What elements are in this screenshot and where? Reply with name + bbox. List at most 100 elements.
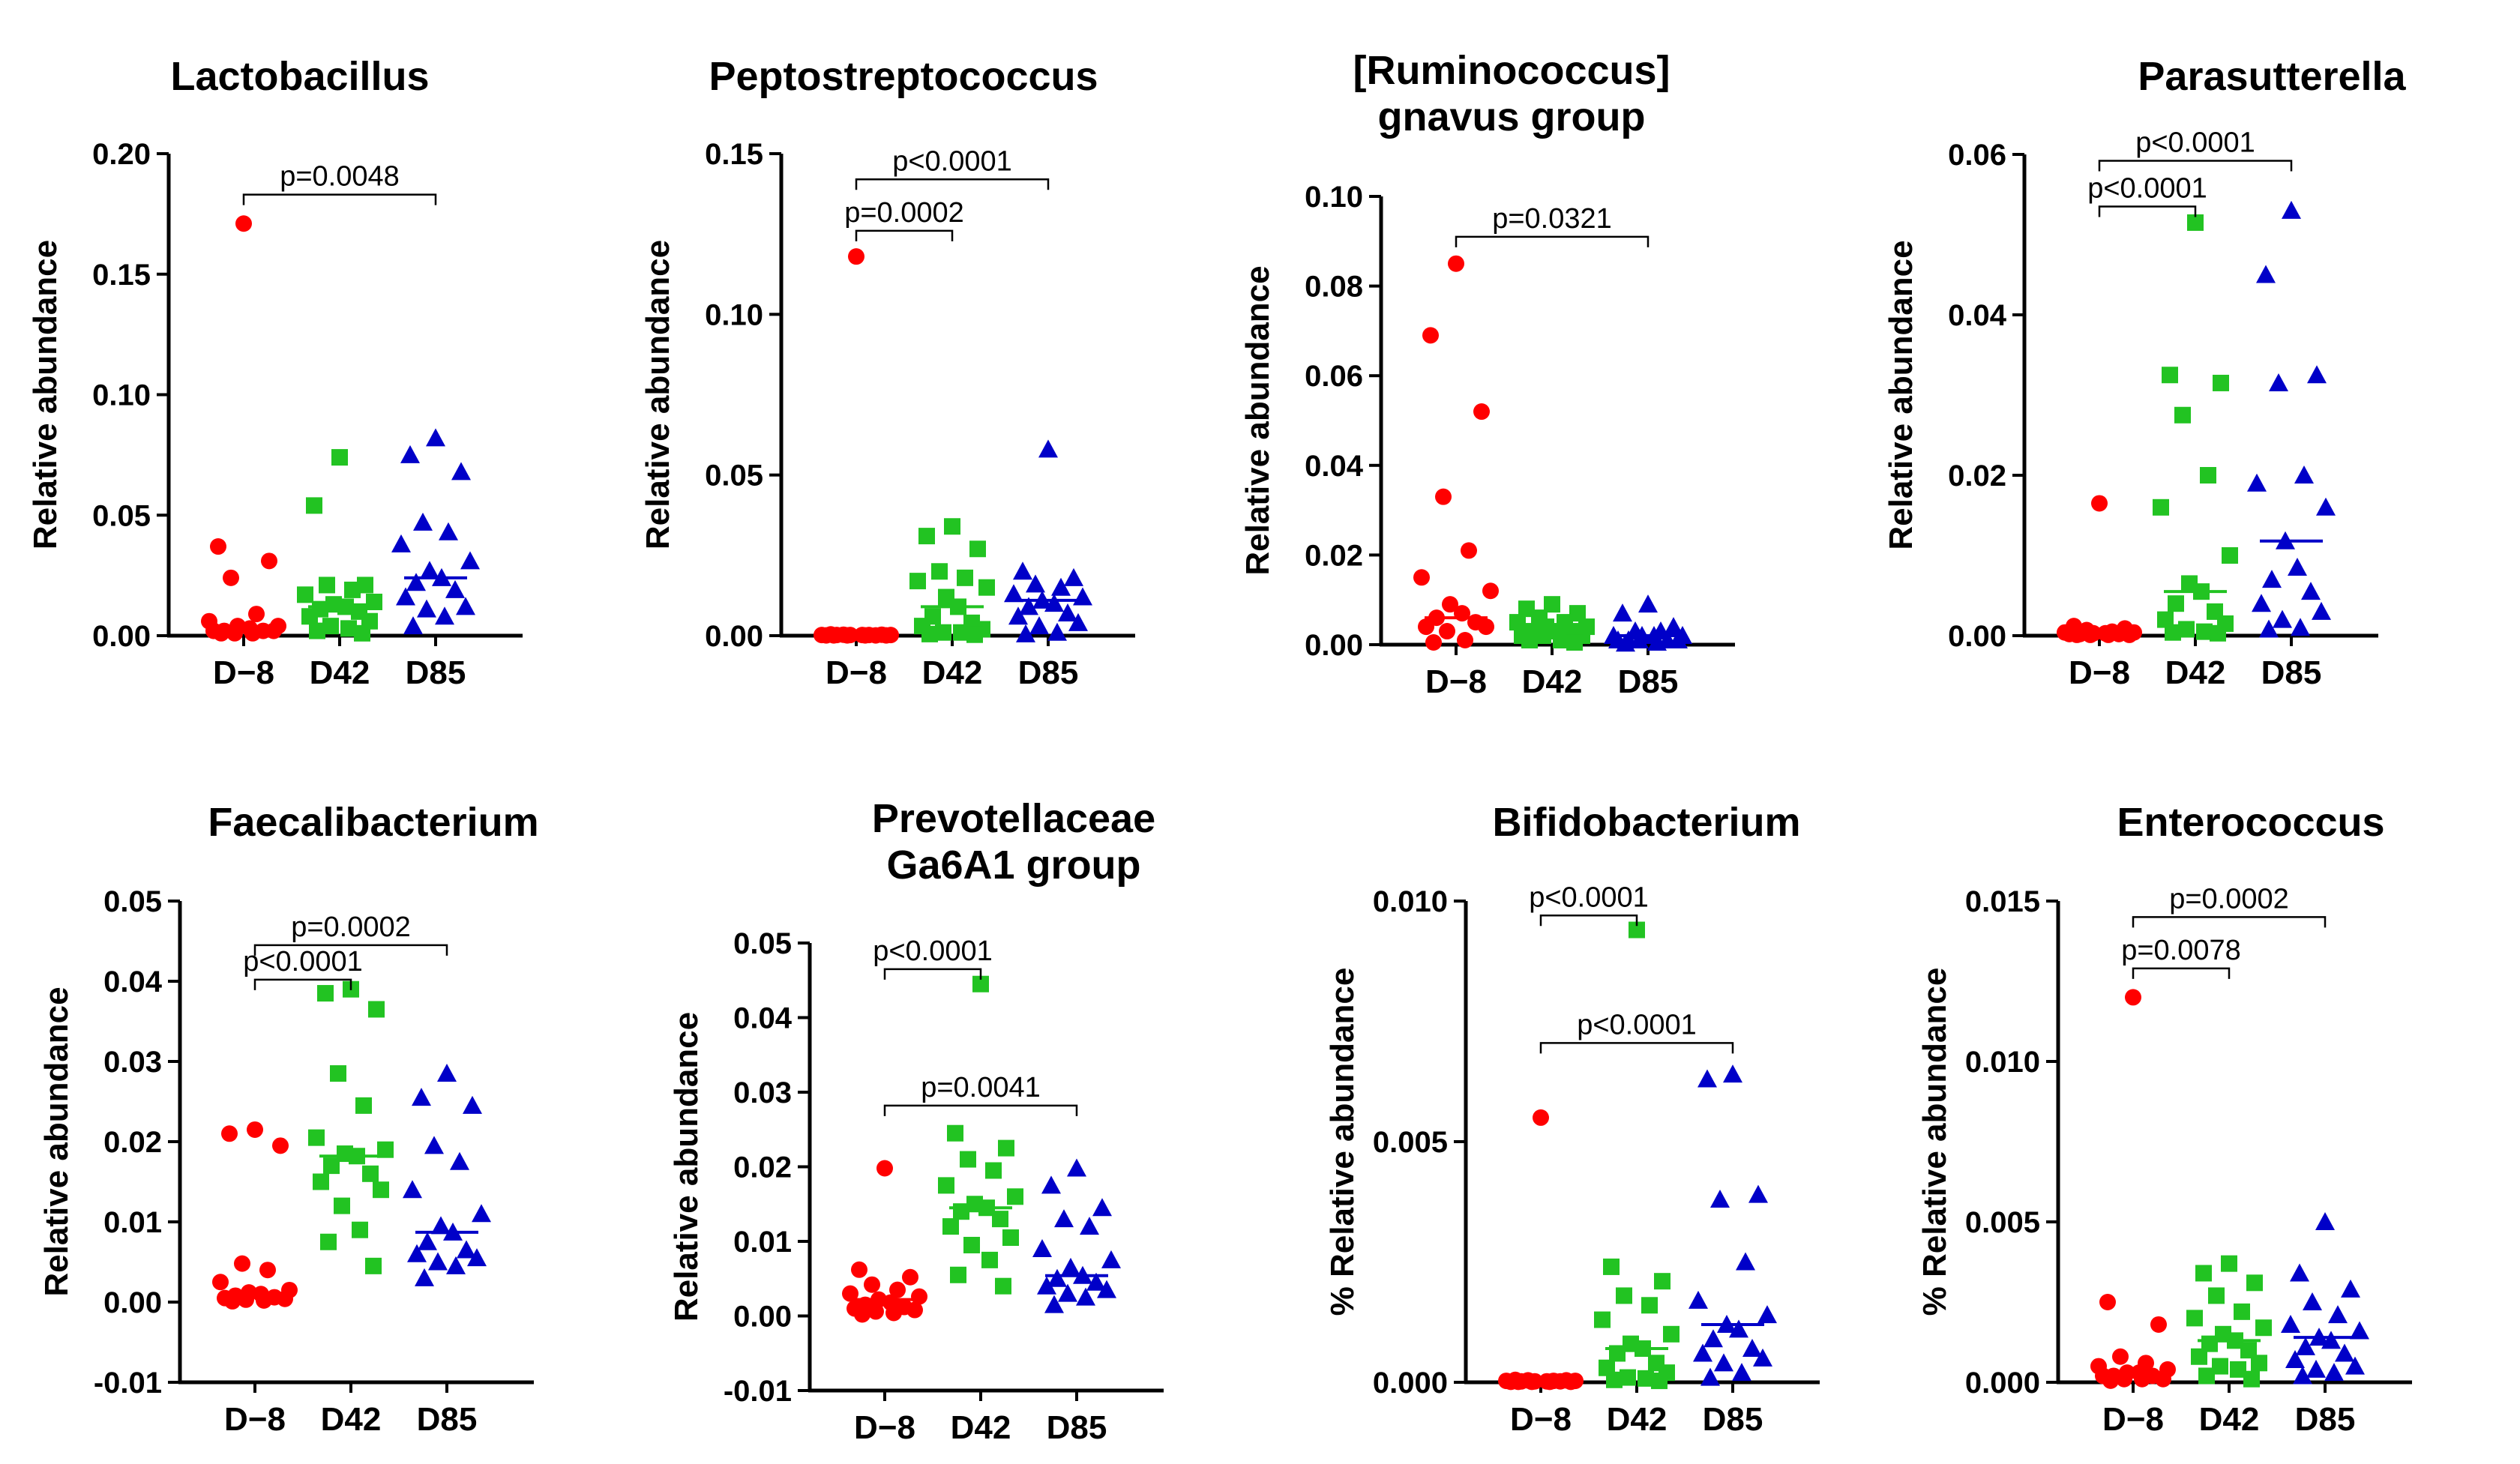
data-point [1697, 1069, 1717, 1088]
data-point [842, 1285, 858, 1302]
data-point [2125, 989, 2141, 1006]
x-tick-label: D85 [1047, 1409, 1107, 1446]
data-point [2247, 473, 2267, 492]
panel-title: [Ruminococcus] [1353, 48, 1670, 93]
panel-title: Faecalibacterium [208, 800, 538, 845]
significance-bracket [2132, 916, 2327, 928]
data-point [902, 1268, 918, 1286]
data-point [1058, 603, 1077, 621]
p-value-label: p=0.0002 [2169, 883, 2289, 915]
data-point [1748, 1184, 1768, 1203]
data-point [2091, 495, 2108, 512]
data-point [1638, 594, 1658, 613]
data-point [1061, 1257, 1080, 1276]
data-point [963, 1236, 980, 1253]
data-point [2165, 624, 2181, 641]
data-point [1016, 624, 1035, 642]
data-point [2252, 594, 2271, 612]
significance-bracket [2098, 205, 2197, 217]
data-point [373, 1181, 389, 1199]
y-tick-label: 0.05 [92, 499, 151, 532]
y-tick-label: 0.01 [733, 1226, 792, 1259]
data-point [1732, 1363, 1751, 1382]
y-axis-label: Relative abundance [1239, 265, 1276, 575]
data-point [909, 573, 926, 590]
x-tick-label: D42 [922, 654, 983, 691]
y-tick-label: -0.01 [724, 1375, 792, 1408]
data-point [256, 1292, 272, 1309]
y-tick-label: 0.15 [92, 259, 151, 292]
data-point [418, 1232, 437, 1250]
series-D42 [308, 980, 394, 1274]
data-point [2303, 1292, 2322, 1310]
panel-7: Bifidobacterium % Relative abundance 0.000… [1324, 800, 1820, 1438]
data-point [1076, 1287, 1095, 1306]
data-point [2200, 467, 2216, 484]
y-axis-label: Relative abundance [1883, 240, 1919, 549]
data-point [1668, 630, 1688, 649]
y-tick-label: 0.03 [103, 1046, 162, 1079]
data-point [308, 1129, 325, 1146]
data-point [1710, 1190, 1730, 1208]
series-D−8 [814, 248, 899, 644]
data-point [2285, 1350, 2305, 1369]
p-value-label: p<0.0001 [1577, 1009, 1697, 1040]
data-point [2195, 1265, 2212, 1282]
significance-bracket [883, 1104, 1078, 1116]
data-point [400, 445, 420, 463]
p-value-label: p=0.0048 [280, 161, 400, 193]
x-tick-label: D85 [2295, 1401, 2356, 1438]
data-point [1097, 1280, 1116, 1298]
data-point [1029, 616, 1049, 635]
data-point [2191, 1348, 2207, 1365]
y-tick-label: 0.000 [1965, 1367, 2040, 1400]
data-point [2350, 1321, 2369, 1340]
data-point [851, 1261, 867, 1278]
data-point [2259, 619, 2279, 638]
data-point [467, 1248, 487, 1267]
data-point [1553, 632, 1569, 649]
y-tick-label: 0.010 [1373, 885, 1448, 918]
panel-title: gnavus group [1377, 94, 1645, 139]
data-point [981, 1251, 998, 1268]
data-point [876, 1160, 893, 1177]
series-D85 [1688, 1064, 1777, 1386]
data-point [1435, 488, 1452, 505]
data-point [463, 1095, 482, 1114]
panel-title: Parasutterella [2138, 54, 2406, 99]
data-point [248, 606, 265, 623]
data-point [1068, 612, 1088, 631]
data-point [2246, 1274, 2263, 1292]
y-axis-label: Relative abundance [27, 240, 64, 549]
data-point [320, 1233, 337, 1250]
data-point [998, 1139, 1014, 1157]
y-tick-label: 0.05 [705, 460, 763, 492]
data-point [2099, 1294, 2116, 1310]
data-point [985, 1162, 1002, 1179]
data-point [340, 620, 357, 637]
x-tick-label: D−8 [1510, 1401, 1572, 1438]
data-point [457, 1240, 476, 1259]
data-point [2155, 1370, 2171, 1388]
data-point [221, 1125, 238, 1142]
data-point [1047, 622, 1067, 641]
panel-title: Bifidobacterium [1492, 800, 1800, 845]
data-point [234, 1255, 250, 1272]
x-tick-label: D−8 [2102, 1401, 2164, 1438]
data-point [2335, 1343, 2354, 1362]
data-point [313, 1173, 329, 1190]
data-point [391, 534, 411, 552]
data-point [1688, 1290, 1708, 1309]
significance-bracket [1539, 1042, 1734, 1054]
data-point [1638, 1370, 1654, 1387]
y-tick-label: 0.04 [733, 1002, 793, 1035]
y-tick-label: 0.05 [103, 885, 162, 918]
data-point [1603, 1258, 1620, 1275]
data-point [2345, 1356, 2365, 1375]
data-point [277, 1290, 293, 1307]
x-tick-label: D85 [406, 654, 466, 691]
data-point [1729, 1319, 1748, 1338]
data-point [226, 624, 243, 642]
series-D42 [938, 975, 1023, 1295]
significance-bracket [855, 178, 1050, 190]
